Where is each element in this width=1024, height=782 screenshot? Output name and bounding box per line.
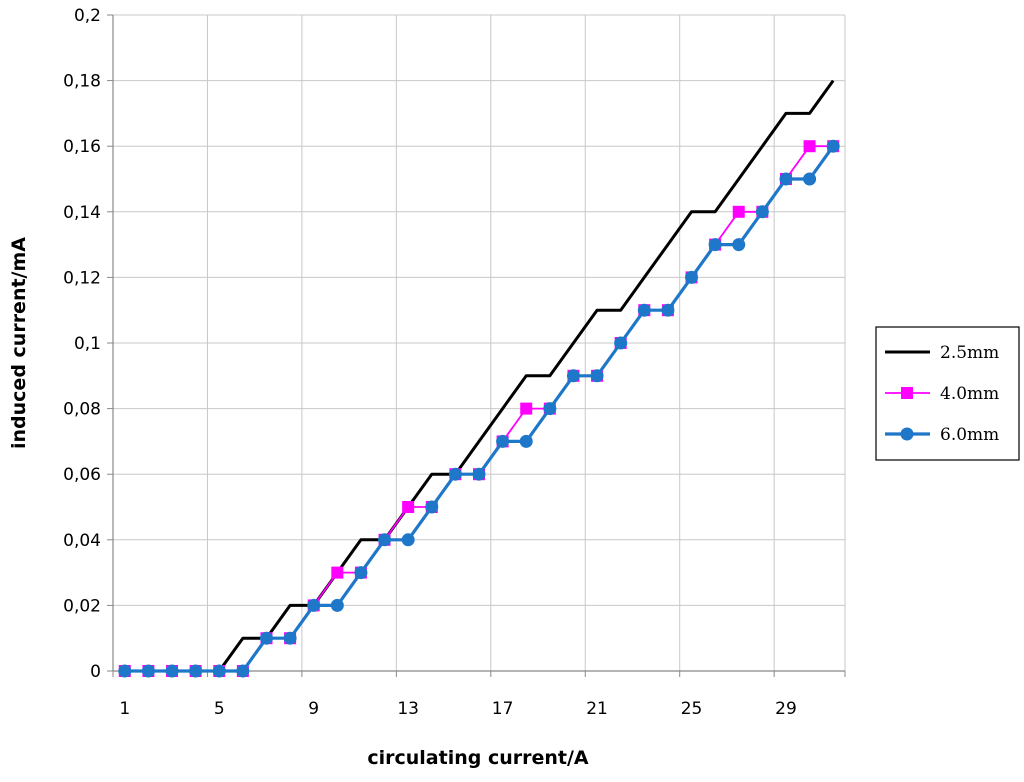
legend-swatch-marker bbox=[901, 387, 913, 399]
series-layer bbox=[118, 79, 840, 678]
x-tick-label: 5 bbox=[214, 699, 225, 719]
data-point bbox=[331, 566, 344, 579]
x-axis-label: circulating current/A bbox=[367, 747, 589, 769]
x-tick-label: 17 bbox=[492, 699, 514, 719]
data-point bbox=[755, 205, 769, 219]
x-tick-label: 13 bbox=[397, 699, 419, 719]
series-line bbox=[124, 79, 835, 673]
legend-swatch-marker bbox=[900, 427, 914, 441]
data-point bbox=[661, 303, 675, 317]
y-tick-label: 0,04 bbox=[63, 531, 101, 551]
legend: 2.5mm 4.0mm 6.0mm bbox=[875, 326, 1020, 461]
data-point bbox=[330, 598, 344, 612]
y-tick-label: 0,14 bbox=[63, 203, 101, 223]
data-point bbox=[212, 664, 226, 678]
data-point bbox=[685, 270, 699, 284]
data-point bbox=[283, 631, 297, 645]
x-tick-label: 9 bbox=[308, 699, 319, 719]
data-point bbox=[425, 500, 439, 514]
data-point bbox=[803, 140, 816, 153]
y-tick-label: 0,02 bbox=[63, 596, 101, 616]
y-tick-label: 0,06 bbox=[63, 465, 101, 485]
data-point bbox=[236, 664, 250, 678]
y-tick-label: 0,1 bbox=[74, 334, 101, 354]
data-point bbox=[118, 664, 132, 678]
x-axis-ticks: 1 5 9 13 17 21 25 29 bbox=[112, 671, 846, 719]
data-point bbox=[779, 172, 793, 186]
data-point bbox=[165, 664, 179, 678]
series-6.0mm bbox=[118, 139, 840, 678]
y-tick-label: 0,12 bbox=[63, 268, 101, 288]
data-point bbox=[496, 434, 510, 448]
series-2.5mm bbox=[124, 79, 835, 673]
data-point bbox=[141, 664, 155, 678]
y-axis-label: induced current/mA bbox=[8, 237, 30, 449]
legend-label: 6.0mm bbox=[940, 425, 999, 445]
grid bbox=[112, 14, 846, 672]
data-point bbox=[401, 533, 415, 547]
y-axis-ticks: 0 0,02 0,04 0,06 0,08 0,1 0,12 0,14 0,16 0,18 0,2 bbox=[63, 6, 113, 682]
x-tick-label: 21 bbox=[586, 699, 608, 719]
data-point bbox=[354, 566, 368, 580]
y-tick-label: 0,18 bbox=[63, 72, 101, 92]
data-point bbox=[566, 369, 580, 383]
data-point bbox=[307, 598, 321, 612]
data-point bbox=[543, 402, 557, 416]
legend-label: 4.0mm bbox=[940, 384, 999, 404]
data-point bbox=[520, 402, 533, 415]
x-tick-label: 25 bbox=[681, 699, 703, 719]
data-point bbox=[590, 369, 604, 383]
data-point bbox=[472, 467, 486, 481]
data-point bbox=[448, 467, 462, 481]
x-tick-label: 29 bbox=[775, 699, 797, 719]
y-tick-label: 0,08 bbox=[63, 400, 101, 420]
y-tick-label: 0,2 bbox=[74, 6, 101, 26]
data-point bbox=[378, 533, 392, 547]
y-tick-label: 0 bbox=[90, 662, 101, 682]
data-point bbox=[732, 205, 745, 218]
data-point bbox=[519, 434, 533, 448]
y-tick-label: 0,16 bbox=[63, 137, 101, 157]
data-point bbox=[614, 336, 628, 350]
data-point bbox=[732, 238, 746, 252]
x-tick-label: 1 bbox=[119, 699, 130, 719]
data-point bbox=[189, 664, 203, 678]
data-point bbox=[259, 631, 273, 645]
data-point bbox=[637, 303, 651, 317]
data-point bbox=[803, 172, 817, 186]
legend-label: 2.5mm bbox=[940, 343, 999, 363]
data-point bbox=[826, 139, 840, 153]
data-point bbox=[708, 238, 722, 252]
data-point bbox=[402, 501, 415, 513]
